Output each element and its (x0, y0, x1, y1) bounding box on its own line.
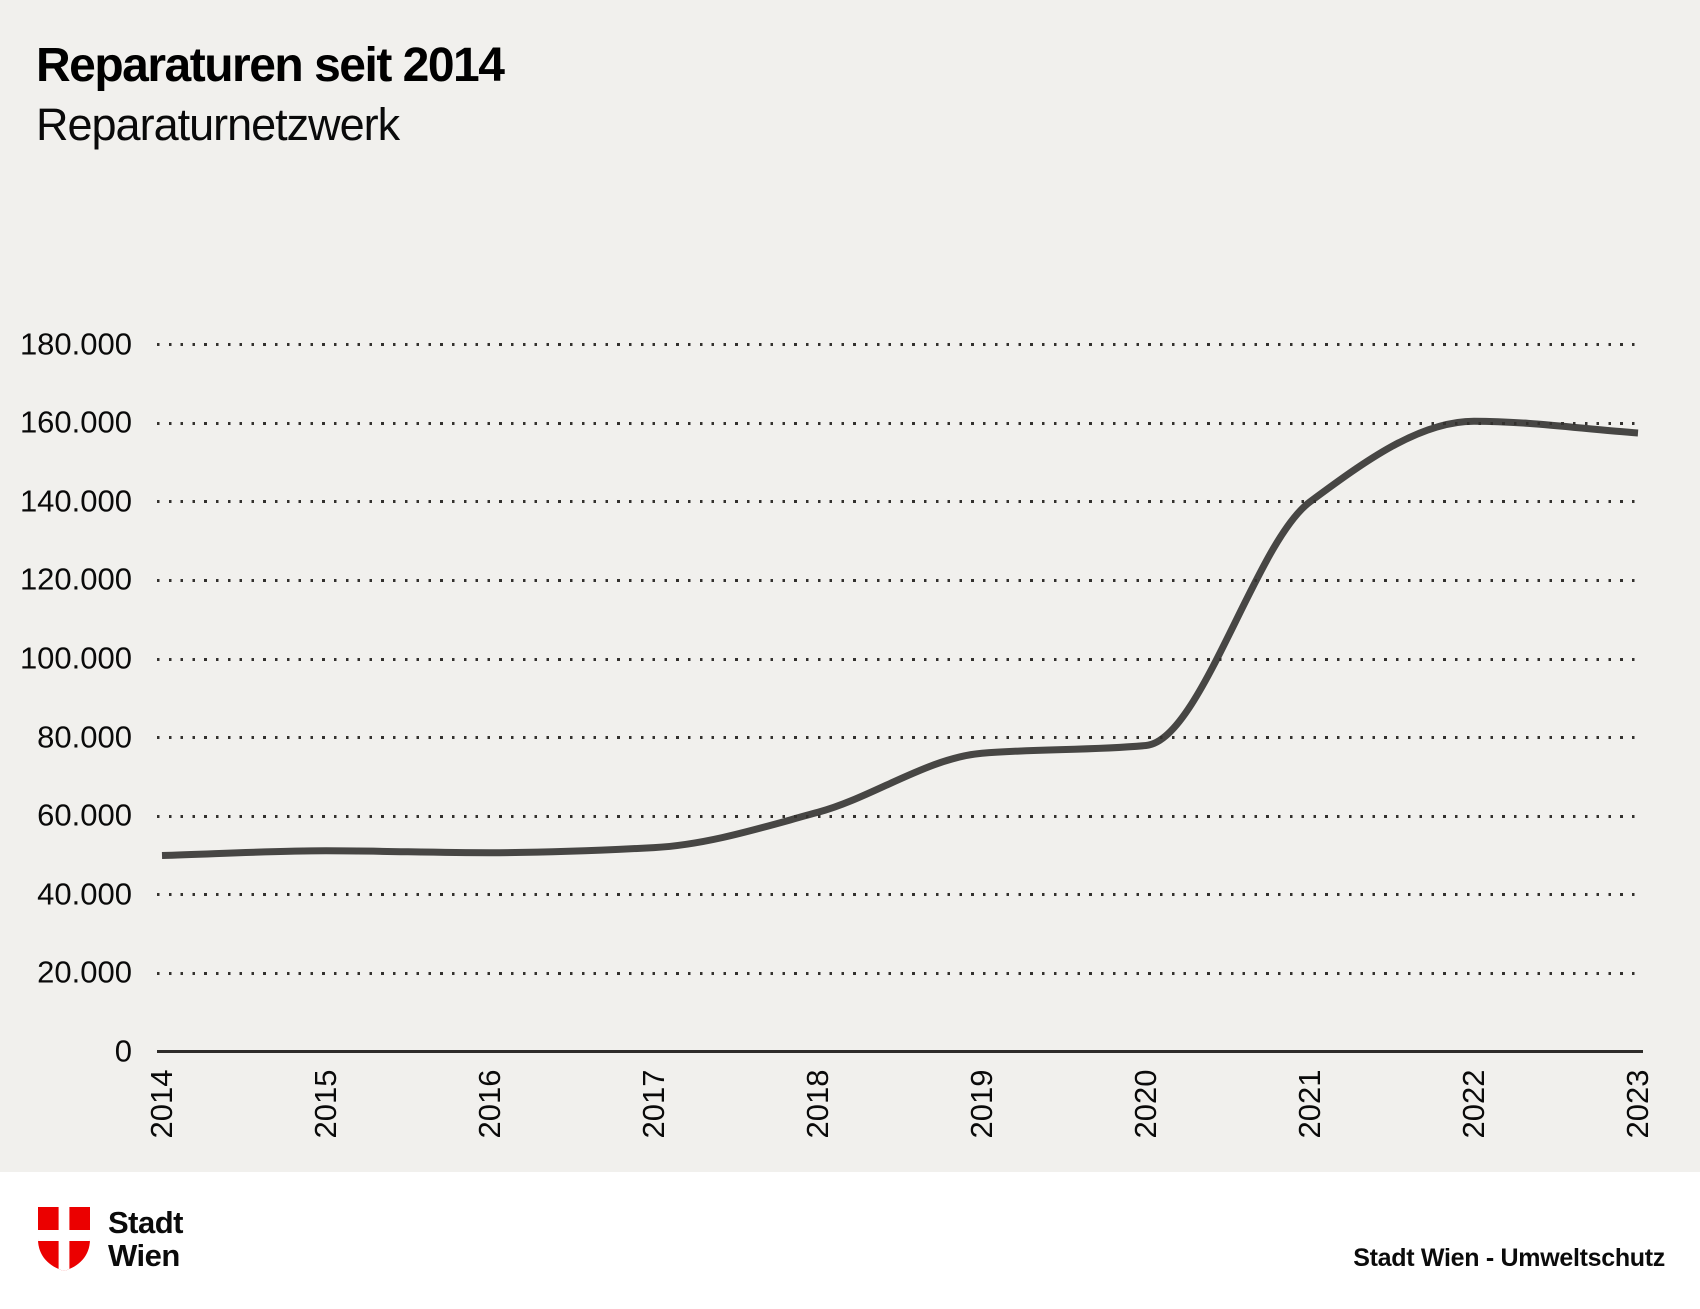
y-tick-label-180000: 180.000 (19, 325, 132, 361)
y-tick-label-20000: 20.000 (37, 954, 132, 990)
y-tick-label-100000: 100.000 (19, 640, 132, 676)
source-attribution: Stadt Wien - Umweltschutz (1353, 1244, 1665, 1272)
data-line-reparaturen (161, 417, 1639, 859)
wien-shield-icon (38, 1207, 90, 1271)
gridline-80000 (157, 736, 1643, 740)
y-tick-label-160000: 160.000 (19, 404, 132, 440)
y-tick-label-40000: 40.000 (37, 876, 132, 912)
x-tick-label-2020: 2020 (1128, 1069, 1163, 1139)
x-tick-label-2022: 2022 (1456, 1069, 1491, 1139)
stadt-wien-logo: Stadt Wien (36, 1205, 184, 1273)
wordmark-line1: Stadt (108, 1205, 184, 1240)
gridline-120000 (157, 578, 1643, 582)
gridline-100000 (157, 657, 1643, 661)
x-tick-label-2019: 2019 (964, 1069, 999, 1139)
gridline-20000 (157, 971, 1643, 975)
gridline-140000 (157, 500, 1643, 504)
y-tick-label-80000: 80.000 (37, 718, 132, 754)
y-tick-label-60000: 60.000 (37, 797, 132, 833)
gridline-40000 (157, 893, 1643, 897)
gridline-180000 (157, 343, 1643, 347)
x-tick-label-2023: 2023 (1620, 1069, 1655, 1139)
x-tick-label-2021: 2021 (1292, 1069, 1327, 1139)
x-tick-label-2014: 2014 (144, 1069, 179, 1139)
x-tick-label-2015: 2015 (308, 1069, 343, 1139)
x-axis-line (157, 1050, 1643, 1053)
footer: Stadt Wien Stadt Wien - Umweltschutz (0, 1172, 1700, 1309)
x-tick-label-2018: 2018 (800, 1069, 835, 1139)
gridline-60000 (157, 814, 1643, 818)
wordmark-line2: Wien (108, 1238, 180, 1273)
x-tick-label-2016: 2016 (472, 1069, 507, 1139)
chart-title: Reparaturen seit 2014 (36, 39, 505, 92)
chart-header: Reparaturen seit 2014 Reparaturnetzwerk (36, 39, 505, 151)
y-tick-label-0: 0 (114, 1033, 132, 1069)
y-tick-label-120000: 120.000 (19, 561, 132, 597)
chart-subtitle: Reparaturnetzwerk (36, 98, 400, 150)
gridline-160000 (157, 421, 1643, 425)
stadt-wien-wordmark: Stadt Wien (108, 1205, 184, 1273)
x-tick-label-2017: 2017 (636, 1069, 671, 1139)
y-tick-label-140000: 140.000 (19, 483, 132, 519)
